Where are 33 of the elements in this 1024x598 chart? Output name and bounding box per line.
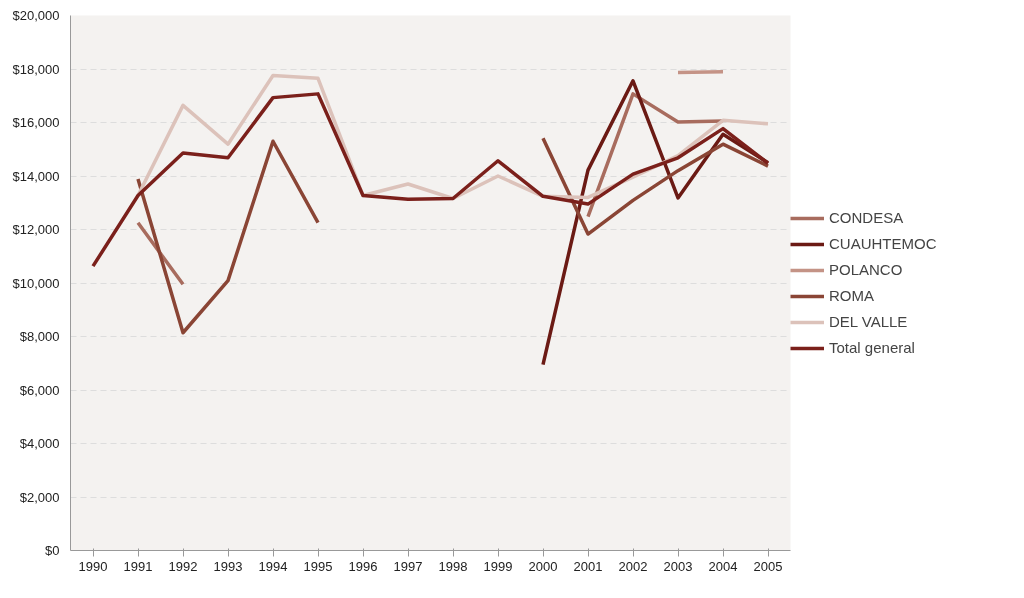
y-tick-label: $16,000 xyxy=(12,115,60,130)
y-tick-label: $2,000 xyxy=(19,489,60,505)
y-tick-label: $12,000 xyxy=(12,222,60,237)
legend-label: POLANCO xyxy=(829,261,903,278)
x-tick-label: 1993 xyxy=(213,558,243,574)
legend-label: Total general xyxy=(829,339,915,356)
x-tick-label: 1995 xyxy=(303,558,333,574)
x-tick-label: 2004 xyxy=(708,558,738,574)
x-tick-label: 1992 xyxy=(168,558,198,574)
legend-label: CUAUHTEMOC xyxy=(829,235,937,252)
legend-label: DEL VALLE xyxy=(829,313,908,330)
y-tick-label: $4,000 xyxy=(19,436,60,451)
y-tick-label: $0 xyxy=(45,543,60,558)
x-tick-label: 1990 xyxy=(78,558,108,574)
y-tick-label: $8,000 xyxy=(19,329,60,344)
y-tick-label: $20,000 xyxy=(12,8,60,23)
x-tick-label: 1997 xyxy=(393,558,423,574)
x-tick-label: 1994 xyxy=(258,558,288,574)
x-tick-label: 1991 xyxy=(123,558,153,574)
x-tick-label: 2000 xyxy=(528,558,558,574)
x-tick-label: 2003 xyxy=(663,558,693,574)
y-tick-label: $14,000 xyxy=(12,168,60,184)
x-tick-label: 1999 xyxy=(483,558,513,574)
x-tick-label: 1996 xyxy=(348,558,378,574)
y-tick-label: $18,000 xyxy=(12,61,60,77)
legend-label: ROMA xyxy=(829,287,874,304)
y-tick-label: $6,000 xyxy=(19,382,60,398)
x-tick-label: 1998 xyxy=(438,558,468,574)
legend-label: CONDESA xyxy=(829,209,904,226)
x-tick-label: 2005 xyxy=(753,558,783,574)
x-tick-label: 2001 xyxy=(573,558,603,574)
y-tick-label: $10,000 xyxy=(12,275,60,291)
x-tick-label: 2002 xyxy=(618,558,648,574)
